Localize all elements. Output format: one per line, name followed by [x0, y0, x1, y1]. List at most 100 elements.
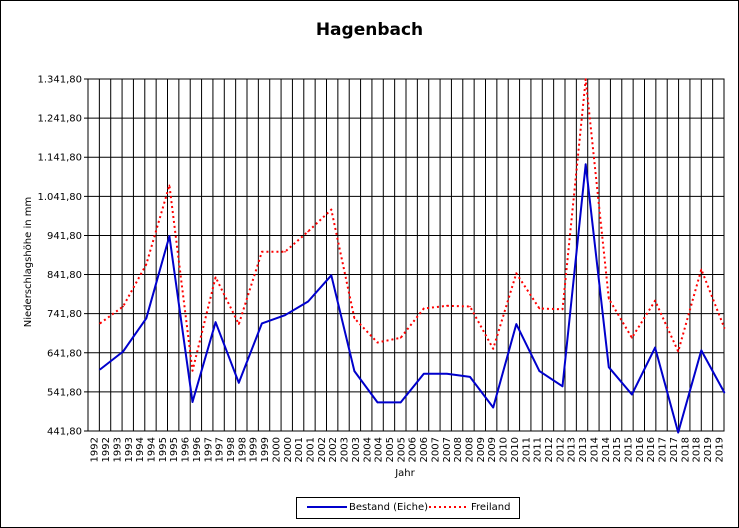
y-axis-label: Niederschlagshöhe in mm	[23, 197, 34, 327]
x-tick-label: 1996	[192, 437, 203, 462]
data-point	[353, 370, 356, 372]
data-point	[700, 349, 703, 352]
legend: Bestand (Eiche) Freiland	[296, 497, 520, 519]
x-tick-label: 1997	[215, 437, 226, 462]
x-tick-label: 1998	[226, 437, 237, 462]
data-point	[284, 314, 286, 317]
data-point	[214, 276, 217, 279]
data-point	[376, 401, 379, 404]
data-point	[608, 366, 610, 369]
data-point	[723, 327, 726, 329]
legend-item-freiland: Freiland	[429, 501, 510, 513]
data-point	[330, 208, 333, 211]
data-point	[122, 305, 124, 308]
x-tick-label: 2016	[635, 437, 646, 462]
data-point	[515, 272, 518, 275]
data-point	[654, 346, 656, 349]
x-tick-label: 2010	[510, 437, 521, 462]
x-tick-label: 2001	[305, 437, 316, 462]
x-tick-labels: 1992 1992 1993 1993 1994 1994 1995 1995 1996 1996…	[90, 437, 726, 462]
x-tick-label: 2012	[555, 437, 566, 462]
data-point	[446, 305, 448, 307]
x-tick-label: 2002	[317, 437, 328, 462]
x-tick-label: 1993	[124, 437, 135, 462]
x-tick-label: 1995	[158, 437, 169, 462]
data-point	[261, 322, 263, 325]
data-point	[399, 337, 402, 339]
x-tick-label: 2017	[658, 437, 669, 462]
data-point	[584, 78, 587, 81]
x-tick-label: 2001	[294, 437, 305, 462]
data-point	[631, 393, 633, 396]
x-tick-label: 2003	[340, 437, 351, 462]
y-tick-label: 941,80	[47, 231, 82, 242]
data-point	[99, 322, 101, 325]
data-point	[307, 300, 309, 303]
data-point	[399, 401, 402, 404]
gridlines	[84, 78, 725, 432]
data-point	[469, 376, 471, 378]
legend-item-bestand: Bestand (Eiche)	[307, 501, 428, 513]
data-point	[631, 337, 633, 339]
x-tick-label: 2011	[533, 437, 544, 462]
x-tick-label: 1992	[90, 437, 101, 462]
x-tick-label: 1999	[249, 437, 260, 462]
y-tick-labels: 441,80 541,80 641,80 741,80 841,80 941,80 1.04…	[37, 75, 82, 438]
x-tick-label: 2019	[714, 437, 725, 462]
x-tick-label: 2011	[521, 437, 532, 462]
x-tick-label: 2016	[646, 437, 657, 462]
y-tick-label: 541,80	[47, 387, 82, 398]
chart-title: Hagenbach	[315, 20, 424, 40]
x-tick-label: 1995	[169, 437, 180, 462]
x-tick-label: 2002	[328, 437, 339, 462]
data-point	[584, 163, 587, 165]
data-point	[654, 299, 656, 302]
data-point	[561, 385, 564, 388]
x-tick-label: 2015	[612, 437, 623, 462]
x-tick-label: 2005	[385, 437, 396, 462]
x-tick-label: 2007	[442, 437, 453, 462]
data-point	[677, 431, 679, 434]
data-point	[191, 401, 194, 403]
x-tick-label: 2018	[692, 437, 703, 462]
x-tick-label: 1996	[181, 437, 192, 462]
data-point	[168, 184, 171, 187]
x-tick-label: 2013	[567, 437, 578, 462]
x-tick-label: 1994	[146, 437, 157, 462]
x-tick-label: 2010	[499, 437, 510, 462]
data-point	[423, 307, 425, 310]
data-point	[515, 323, 518, 325]
data-point	[677, 350, 679, 353]
x-tick-label: 2014	[589, 437, 600, 462]
data-point	[492, 406, 495, 409]
data-point	[99, 368, 101, 371]
data-point	[608, 297, 610, 300]
x-tick-label: 2017	[669, 437, 680, 462]
x-tick-label: 2019	[703, 437, 714, 462]
x-tick-label: 1998	[237, 437, 248, 462]
y-tick-label: 1.141,80	[37, 153, 82, 164]
data-point	[423, 373, 425, 375]
legend-swatch-freiland	[429, 506, 469, 508]
x-tick-label: 2006	[408, 437, 419, 462]
data-point	[214, 321, 217, 324]
data-point	[353, 317, 356, 320]
x-tick-label: 2013	[578, 437, 589, 462]
data-point	[191, 369, 194, 372]
x-tick-label: 2014	[601, 437, 612, 462]
legend-label-freiland: Freiland	[471, 501, 511, 513]
x-tick-label: 2003	[351, 437, 362, 462]
data-point	[284, 251, 286, 253]
x-tick-label: 2009	[487, 437, 498, 462]
series-lines	[99, 78, 726, 434]
x-tick-label: 1999	[260, 437, 271, 462]
data-point	[238, 382, 240, 384]
y-tick-label: 441,80	[47, 427, 82, 438]
data-point	[492, 348, 495, 350]
x-tick-label: 2004	[362, 437, 373, 462]
data-point	[376, 341, 379, 344]
y-tick-label: 1.041,80	[37, 192, 82, 203]
y-tick-label: 741,80	[47, 309, 82, 320]
x-tick-label: 2006	[419, 437, 430, 462]
